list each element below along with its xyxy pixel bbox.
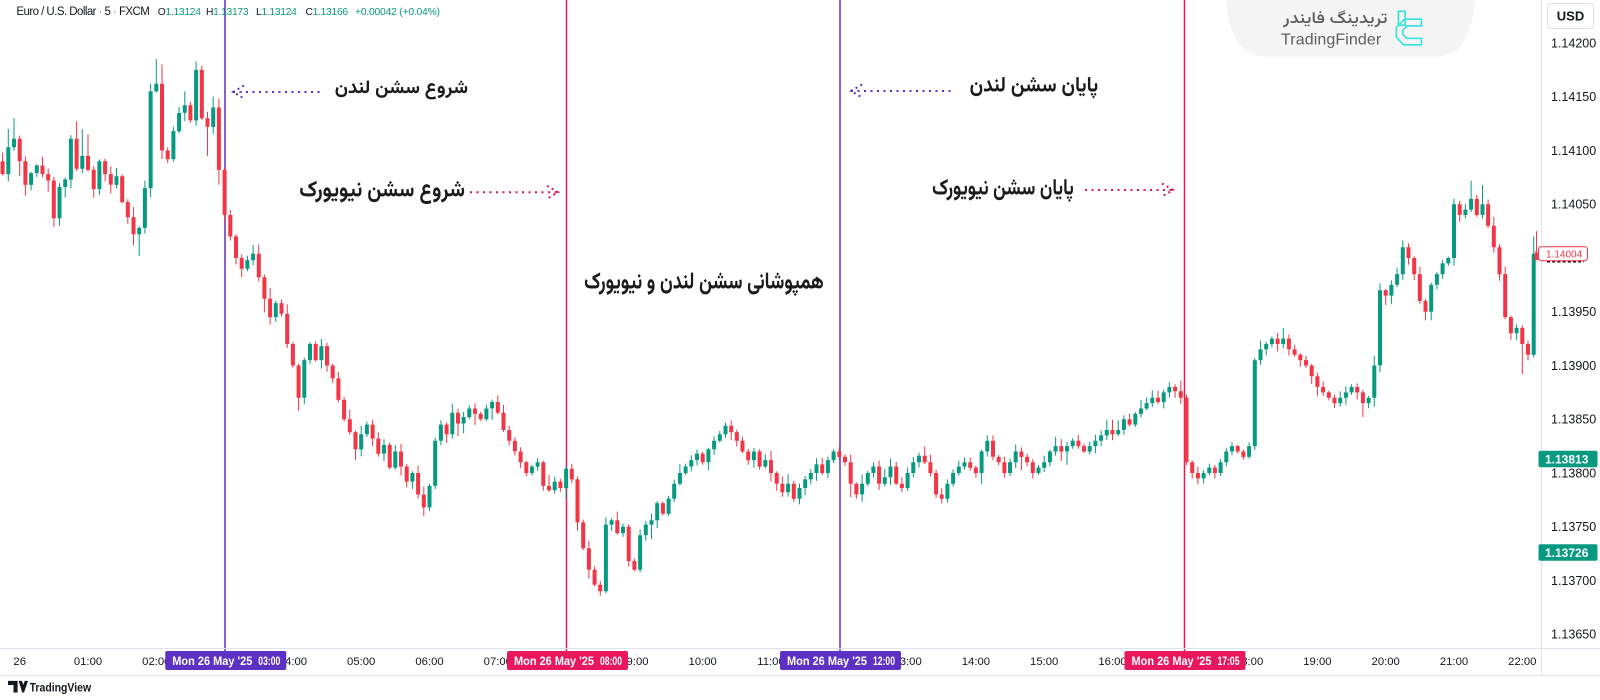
- svg-text:1.14050: 1.14050: [1551, 198, 1596, 212]
- svg-text:07:00: 07:00: [484, 656, 512, 668]
- svg-text:08:00: 08:00: [600, 656, 622, 668]
- svg-text:1.13850: 1.13850: [1551, 413, 1596, 427]
- svg-text:05:00: 05:00: [347, 656, 375, 668]
- svg-text:Mon 26 May '25: Mon 26 May '25: [787, 656, 868, 668]
- svg-text:16:00: 16:00: [1098, 656, 1126, 668]
- svg-text:Mon 26 May '25: Mon 26 May '25: [514, 656, 595, 668]
- svg-text:1.14200: 1.14200: [1551, 36, 1596, 50]
- svg-text:Mon 26 May '25: Mon 26 May '25: [172, 656, 253, 668]
- svg-text:1.14150: 1.14150: [1551, 90, 1596, 104]
- svg-text:H1.13173: H1.13173: [206, 7, 249, 18]
- svg-text:1.13700: 1.13700: [1551, 574, 1596, 588]
- svg-text:1.13813: 1.13813: [1545, 452, 1589, 466]
- svg-text:TradingView: TradingView: [30, 681, 92, 695]
- svg-text:12:00: 12:00: [873, 656, 895, 668]
- svg-text:USD: USD: [1557, 9, 1584, 24]
- svg-text:1.13800: 1.13800: [1551, 466, 1596, 480]
- svg-text:19:00: 19:00: [1303, 656, 1331, 668]
- svg-text:01:00: 01:00: [74, 656, 102, 668]
- svg-text:1.13726: 1.13726: [1545, 546, 1589, 560]
- svg-text:O1.13124: O1.13124: [158, 7, 201, 18]
- svg-text:C1.13166: C1.13166: [306, 7, 349, 18]
- svg-text:Mon 26 May '25: Mon 26 May '25: [1132, 656, 1213, 668]
- svg-text:Euro / U.S. Dollar · 5 · FXCM: Euro / U.S. Dollar · 5 · FXCM: [16, 6, 149, 18]
- svg-text:03:00: 03:00: [258, 656, 280, 668]
- svg-text:L1.13124: L1.13124: [256, 7, 297, 18]
- svg-text:26: 26: [13, 656, 26, 668]
- svg-text:02:00: 02:00: [142, 656, 170, 668]
- svg-text:1.13900: 1.13900: [1551, 359, 1596, 373]
- svg-text:22:00: 22:00: [1508, 656, 1536, 668]
- svg-text:1.13750: 1.13750: [1551, 520, 1596, 534]
- svg-text:10:00: 10:00: [689, 656, 717, 668]
- svg-text:1.13950: 1.13950: [1551, 305, 1596, 319]
- svg-text:1.13650: 1.13650: [1551, 628, 1596, 642]
- svg-text:14:00: 14:00: [962, 656, 990, 668]
- svg-text:20:00: 20:00: [1372, 656, 1400, 668]
- svg-text:21:00: 21:00: [1440, 656, 1468, 668]
- svg-text:06:00: 06:00: [415, 656, 443, 668]
- svg-text:1.14100: 1.14100: [1551, 144, 1596, 158]
- svg-text:+0.00042 (+0.04%): +0.00042 (+0.04%): [355, 7, 440, 18]
- svg-text:11:00: 11:00: [757, 656, 784, 668]
- svg-text:17:05: 17:05: [1218, 656, 1240, 668]
- svg-text:1.14004: 1.14004: [1546, 250, 1583, 261]
- svg-text:15:00: 15:00: [1030, 656, 1058, 668]
- svg-text:TradingFinder: TradingFinder: [1281, 32, 1382, 49]
